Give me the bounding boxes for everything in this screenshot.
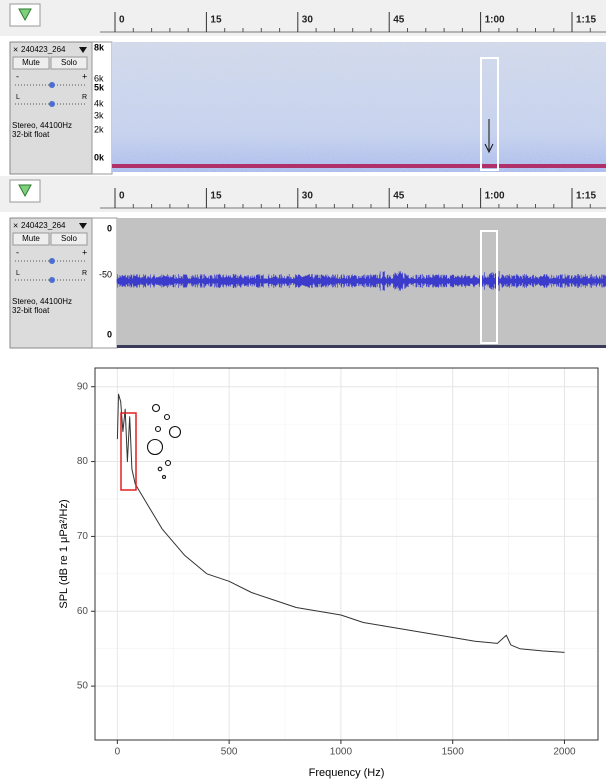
track-info: 32-bit float <box>12 306 50 315</box>
pan-right: R <box>82 270 87 277</box>
ruler-label: 0 <box>119 191 125 202</box>
gain-thumb[interactable] <box>49 258 55 264</box>
x-axis-title: Frequency (Hz) <box>309 767 385 779</box>
mute-button[interactable] <box>12 232 50 246</box>
pan-thumb[interactable] <box>49 277 55 283</box>
gain-minus: - <box>16 247 19 257</box>
bubble-icon <box>164 459 172 467</box>
y-tick-label: 60 <box>77 606 89 617</box>
y-tick-label: 50 <box>77 681 89 692</box>
mute-label: Mute <box>22 234 40 243</box>
x-tick-label: 0 <box>115 747 121 758</box>
bubble-icon <box>154 425 162 433</box>
mute-button[interactable] <box>12 56 50 70</box>
solo-label: Solo <box>61 58 78 67</box>
plot-panel <box>95 368 598 740</box>
x-tick-label: 1000 <box>330 747 353 758</box>
close-icon: × <box>13 44 18 54</box>
ruler-label: 1:00 <box>485 191 505 202</box>
x-tick-label: 2000 <box>553 747 576 758</box>
track-bottom-bar <box>117 345 606 348</box>
highlight-box <box>120 412 137 491</box>
freq-axis-label: 0k <box>94 152 105 162</box>
solo-button[interactable] <box>50 56 88 70</box>
waveform-axis <box>91 217 118 349</box>
bubble-icon <box>146 438 164 456</box>
solo-label: Solo <box>61 234 78 243</box>
track-menu-icon <box>79 223 87 229</box>
ruler-label: 45 <box>393 15 405 26</box>
track-name: 240423_264 <box>21 221 66 230</box>
freq-axis-label: 3k <box>94 110 104 120</box>
pan-thumb[interactable] <box>49 101 55 107</box>
bubble-icon <box>157 466 163 472</box>
freq-axis-label: 4k <box>94 98 104 108</box>
freq-axis-label: 2k <box>94 124 104 134</box>
track-info: Stereo, 44100Hz <box>12 297 72 306</box>
gain-plus: + <box>82 247 87 257</box>
arrow-head <box>484 143 494 154</box>
bubble-icon <box>168 425 182 439</box>
ruler-bg <box>0 0 606 36</box>
solo-button[interactable] <box>50 232 88 246</box>
y-tick-label: 90 <box>77 381 89 392</box>
mute-label: Mute <box>22 58 40 67</box>
pan-right: R <box>82 94 87 101</box>
amp-axis-label: 0 <box>107 223 112 233</box>
y-tick-label: 80 <box>77 456 89 467</box>
track-info: Stereo, 44100Hz <box>12 121 72 130</box>
ruler-label: 15 <box>210 191 222 202</box>
ruler-label: 30 <box>302 15 314 26</box>
ruler-label: 30 <box>302 191 314 202</box>
play-icon <box>18 184 32 198</box>
gain-plus: + <box>82 71 87 81</box>
track-info: 32-bit float <box>12 130 50 139</box>
pan-left: L <box>16 270 20 277</box>
highlight-box <box>480 57 499 171</box>
low-freq-band <box>112 164 606 168</box>
ruler-label: 15 <box>210 15 222 26</box>
ruler-label: 1:15 <box>576 191 596 202</box>
track-name: 240423_264 <box>21 45 66 54</box>
plot-border <box>94 367 599 741</box>
bubble-icon <box>163 413 171 421</box>
ruler-label: 45 <box>393 191 405 202</box>
x-tick-label: 1500 <box>442 747 465 758</box>
play-icon <box>18 8 32 22</box>
close-icon: × <box>13 220 18 230</box>
amp-axis-label: -50 <box>99 269 112 279</box>
x-tick-label: 500 <box>221 747 238 758</box>
y-tick-label: 70 <box>77 531 89 542</box>
freq-axis-label: 5k <box>94 82 105 92</box>
ruler-label: 1:15 <box>576 15 596 26</box>
freq-axis-label: 8k <box>94 42 105 52</box>
gain-minus: - <box>16 71 19 81</box>
bubble-icon <box>161 474 167 480</box>
spectrum-line <box>116 393 565 653</box>
ruler-bg <box>0 176 606 212</box>
ruler-label: 1:00 <box>485 15 505 26</box>
track-menu-icon <box>79 47 87 53</box>
y-axis-title: SPL (dB re 1 μPa²/Hz) <box>58 499 70 608</box>
pan-left: L <box>16 94 20 101</box>
ruler-label: 0 <box>119 15 125 26</box>
amp-axis-label: 0 <box>107 329 112 339</box>
freq-axis-label: 6k <box>94 73 104 83</box>
spectrogram-noise <box>112 42 606 172</box>
bubble-icon <box>151 403 161 413</box>
highlight-box <box>480 230 498 344</box>
gain-thumb[interactable] <box>49 82 55 88</box>
